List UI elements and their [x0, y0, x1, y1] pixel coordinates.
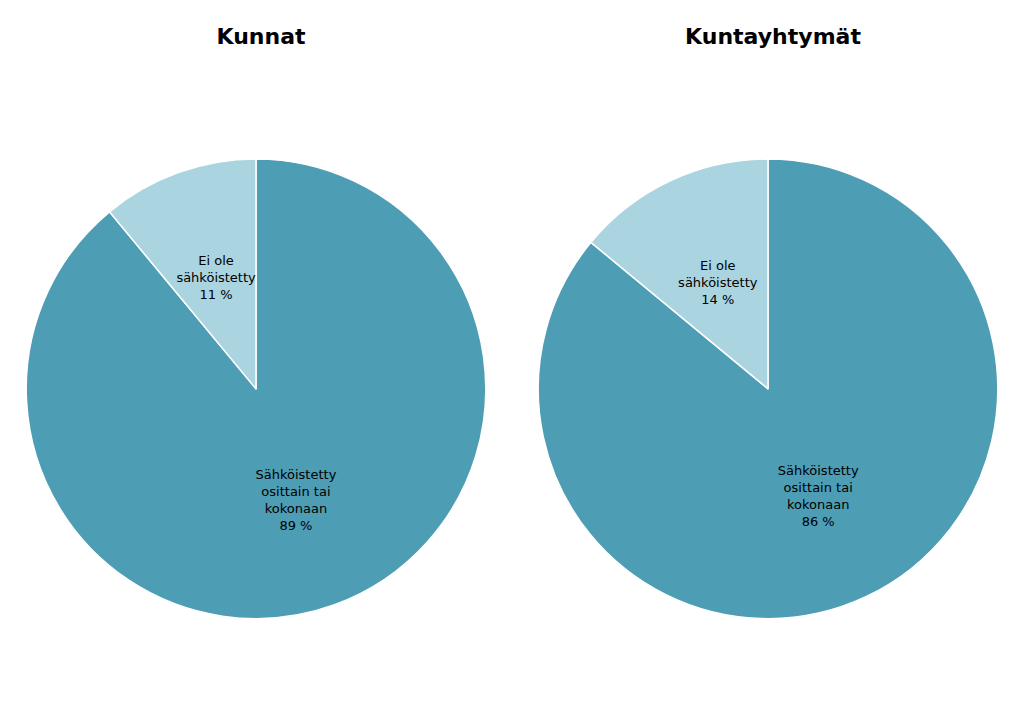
svg-text:osittain tai: osittain tai [261, 484, 330, 499]
svg-text:Kuntayhtymät: Kuntayhtymät [685, 24, 861, 49]
svg-text:Ei ole: Ei ole [700, 258, 736, 273]
svg-text:Kunnat: Kunnat [216, 24, 305, 49]
svg-text:sähköistetty: sähköistetty [678, 275, 758, 290]
svg-text:sähköistetty: sähköistetty [176, 270, 256, 285]
svg-text:14 %: 14 % [701, 292, 734, 307]
svg-text:Ei ole: Ei ole [198, 253, 234, 268]
svg-text:Sähköistetty: Sähköistetty [256, 467, 337, 482]
svg-text:kokonaan: kokonaan [265, 501, 327, 516]
svg-text:11 %: 11 % [200, 287, 233, 302]
svg-text:osittain tai: osittain tai [784, 480, 853, 495]
svg-text:89 %: 89 % [279, 518, 312, 533]
svg-text:kokonaan: kokonaan [787, 497, 849, 512]
svg-text:86 %: 86 % [802, 514, 835, 529]
svg-text:Sähköistetty: Sähköistetty [778, 463, 859, 478]
